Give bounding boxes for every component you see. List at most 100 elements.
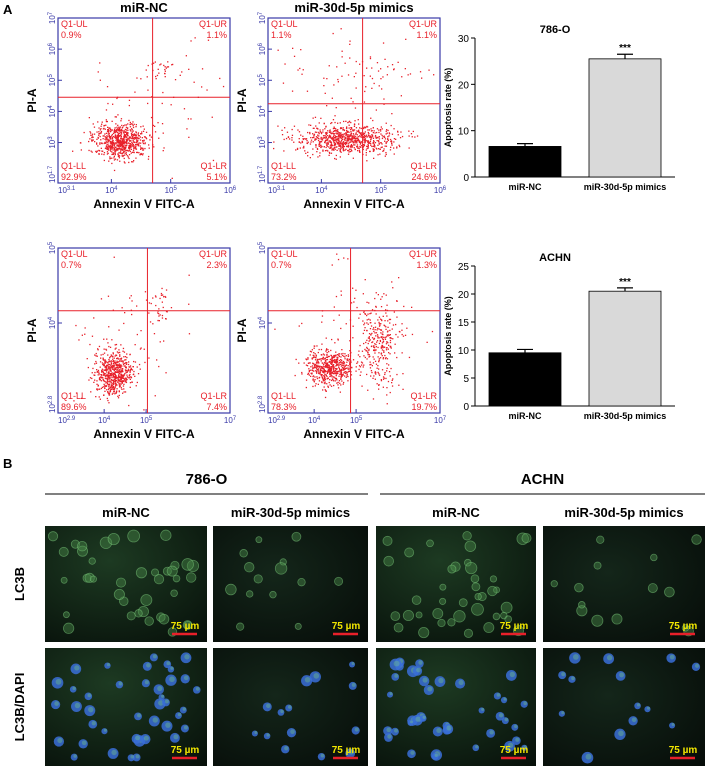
event-dot	[341, 140, 342, 141]
event-dot	[188, 69, 189, 70]
event-dot	[109, 388, 110, 389]
event-dot	[386, 143, 387, 144]
event-dot	[368, 302, 369, 303]
event-dot	[310, 354, 311, 355]
x-axis-label: Annexin V FITC-A	[93, 197, 195, 211]
event-dot	[313, 137, 314, 138]
event-dot	[346, 362, 347, 363]
event-dot	[106, 109, 107, 110]
event-dot	[378, 294, 379, 295]
event-dot	[158, 138, 159, 139]
event-dot	[357, 361, 358, 362]
event-dot	[119, 395, 120, 396]
event-dot	[308, 142, 309, 143]
event-dot	[90, 135, 91, 136]
event-dot	[383, 387, 384, 388]
event-dot	[382, 76, 383, 77]
quadrant-percent: 0.7%	[61, 260, 82, 270]
event-dot	[130, 379, 131, 380]
event-dot	[378, 130, 379, 131]
event-dot	[123, 384, 124, 385]
cell	[465, 541, 476, 552]
event-dot	[410, 73, 411, 74]
event-dot	[381, 337, 382, 338]
event-dot	[358, 123, 359, 124]
event-dot	[148, 156, 149, 157]
event-dot	[88, 367, 89, 368]
event-dot	[359, 150, 360, 151]
event-dot	[375, 142, 376, 143]
event-dot	[184, 108, 185, 109]
event-dot	[371, 130, 372, 131]
event-dot	[351, 140, 352, 141]
event-dot	[347, 134, 348, 135]
event-dot	[132, 145, 133, 146]
event-dot	[331, 339, 332, 340]
event-dot	[390, 375, 391, 376]
event-dot	[325, 366, 326, 367]
event-dot	[119, 161, 120, 162]
event-dot	[91, 378, 92, 379]
event-dot	[325, 150, 326, 151]
event-dot	[395, 334, 396, 335]
bar	[589, 291, 661, 406]
column-title: miR-NC	[120, 0, 168, 15]
event-dot	[140, 133, 141, 134]
scale-bar-label: 75 µm	[171, 621, 200, 632]
event-dot	[339, 362, 340, 363]
event-dot	[380, 299, 381, 300]
event-dot	[375, 327, 376, 328]
event-dot	[310, 137, 311, 138]
event-dot	[385, 339, 386, 340]
cell	[165, 722, 171, 728]
cell	[184, 654, 189, 659]
event-dot	[382, 138, 383, 139]
event-dot	[108, 402, 109, 403]
event-dot	[348, 145, 349, 146]
event-dot	[132, 146, 133, 147]
event-dot	[84, 132, 85, 133]
event-dot	[331, 145, 332, 146]
event-dot	[103, 360, 104, 361]
event-dot	[155, 61, 156, 62]
event-dot	[375, 135, 376, 136]
event-dot	[104, 135, 105, 136]
event-dot	[372, 365, 373, 366]
cell	[575, 583, 584, 592]
event-dot	[162, 123, 163, 124]
event-dot	[388, 364, 389, 365]
event-dot	[368, 319, 369, 320]
event-dot	[387, 335, 388, 336]
event-dot	[106, 389, 107, 390]
event-dot	[142, 140, 143, 141]
event-dot	[325, 351, 326, 352]
cell	[493, 613, 500, 620]
event-dot	[344, 140, 345, 141]
event-dot	[326, 150, 327, 151]
event-dot	[129, 137, 130, 138]
event-dot	[345, 121, 346, 122]
quadrant-name: Q1-UL	[61, 19, 88, 29]
event-dot	[88, 379, 89, 380]
event-dot	[319, 380, 320, 381]
event-dot	[106, 133, 107, 134]
event-dot	[104, 142, 105, 143]
event-dot	[118, 365, 119, 366]
event-dot	[317, 378, 318, 379]
event-dot	[321, 349, 322, 350]
event-dot	[343, 127, 344, 128]
tick-exponent: 1.7	[258, 165, 264, 174]
event-dot	[107, 140, 108, 141]
event-dot	[107, 86, 108, 87]
event-dot	[136, 142, 137, 143]
event-dot	[110, 382, 111, 383]
event-dot	[317, 148, 318, 149]
cell	[427, 540, 434, 547]
event-dot	[161, 288, 162, 289]
event-dot	[376, 346, 377, 347]
event-dot	[321, 344, 322, 345]
event-dot	[348, 74, 349, 75]
event-dot	[349, 368, 350, 369]
event-dot	[326, 383, 327, 384]
event-dot	[223, 86, 224, 87]
